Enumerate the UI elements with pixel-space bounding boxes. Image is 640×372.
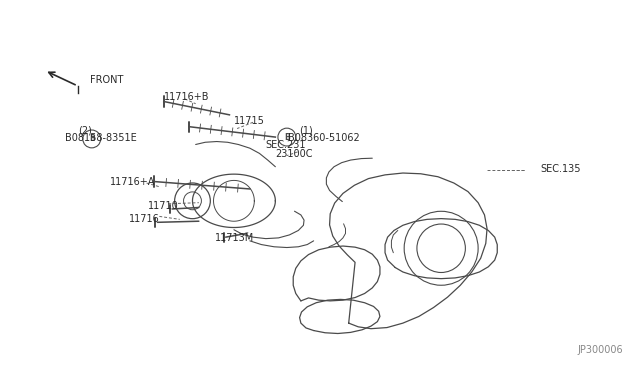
Text: B08360-51062: B08360-51062 [288,133,360,143]
Text: 23100C: 23100C [275,150,313,160]
Text: (1): (1) [300,125,314,135]
Text: B: B [284,132,290,142]
Text: SEC.135: SEC.135 [540,164,580,174]
Text: 11715: 11715 [234,116,265,126]
Text: 11716+A: 11716+A [109,177,155,187]
Text: FRONT: FRONT [90,76,124,86]
Text: 11716: 11716 [129,214,159,224]
Text: (2): (2) [77,125,92,135]
Text: B08158-8351E: B08158-8351E [65,133,137,143]
Text: JP300006: JP300006 [577,344,623,355]
Text: SEC.231: SEC.231 [266,140,307,150]
Text: B: B [89,134,95,144]
Text: 11713M: 11713M [215,233,254,243]
Text: 11710: 11710 [148,201,179,211]
Text: 11716+B: 11716+B [164,92,209,102]
